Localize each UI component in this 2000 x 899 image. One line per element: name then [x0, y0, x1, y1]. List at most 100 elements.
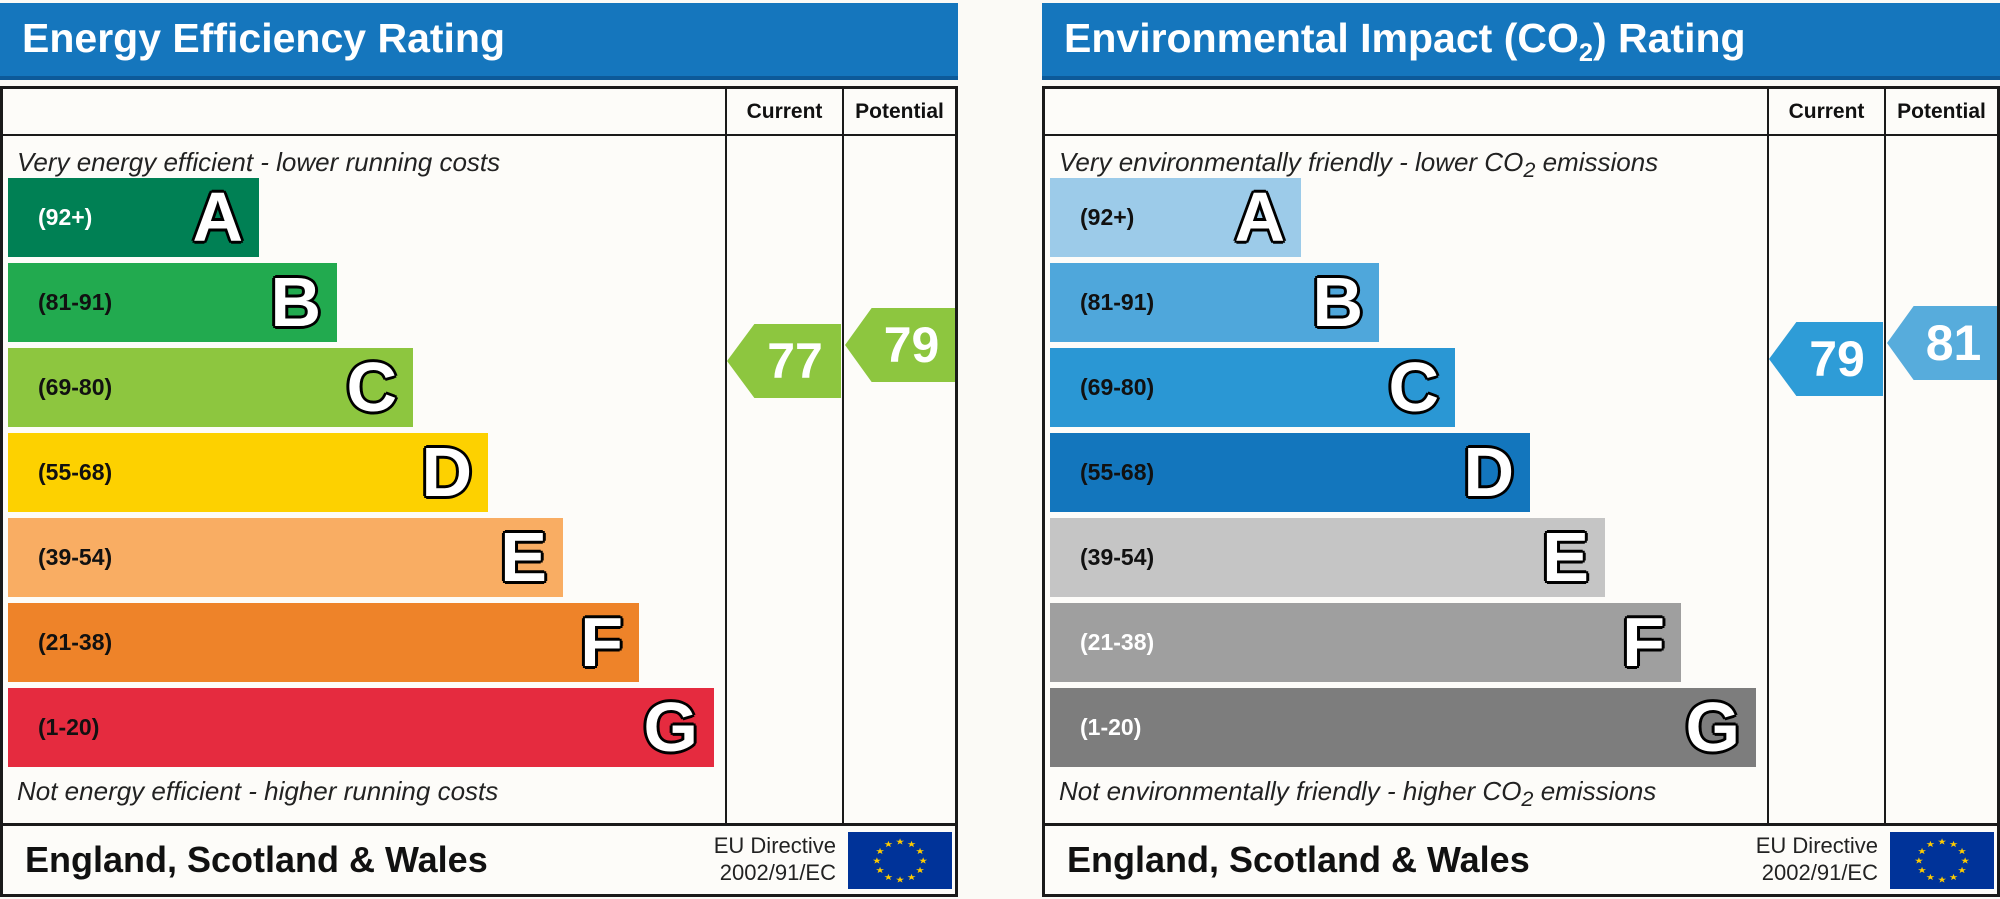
band-row: (39-54) E — [1050, 518, 1605, 597]
current-value: 77 — [767, 333, 823, 389]
bands: (92+) A (81-91) B (69-80) C (55-68) D (3… — [1045, 178, 1997, 767]
svg-text:★: ★ — [1937, 875, 1946, 885]
svg-text:★: ★ — [1957, 865, 1966, 875]
band-row: (92+) A — [8, 178, 259, 257]
rating-table: Current Potential Very energy efficient … — [0, 86, 958, 897]
current-value: 79 — [1809, 331, 1865, 387]
potential-column-divider — [842, 136, 844, 823]
svg-text:★: ★ — [1917, 846, 1926, 856]
chart-title-bar: Environmental Impact (CO2) Rating — [1042, 3, 2000, 80]
band-range-label: (92+) — [1080, 204, 1135, 230]
band-range-label: (21-38) — [1080, 629, 1155, 655]
band-letter: D — [1463, 433, 1514, 511]
band-letter: C — [1388, 348, 1439, 426]
eu-flag-stars: ★ ★★ ★★★ ★★★ ★★★ — [872, 837, 928, 885]
band-row: (21-38) F — [1050, 603, 1681, 682]
band-row: (1-20) G — [8, 688, 714, 767]
band-row: (81-91) B — [1050, 263, 1379, 342]
eu-flag-field — [1890, 831, 1994, 889]
table-header-row: Current Potential — [3, 89, 955, 136]
band-range-label: (1-20) — [38, 714, 100, 740]
band-row: (55-68) D — [1050, 433, 1530, 512]
table-footer-row: England, Scotland & Wales EU Directive 2… — [3, 823, 955, 894]
svg-text:★: ★ — [1926, 839, 1935, 849]
band-letter: E — [500, 518, 547, 596]
eu-flag-field — [848, 831, 952, 889]
svg-text:★: ★ — [915, 846, 924, 856]
band-range-label: (69-80) — [38, 374, 113, 400]
band-range-label: (81-91) — [38, 289, 113, 315]
svg-text:★: ★ — [918, 856, 927, 866]
top-caption: Very energy efficient - lower running co… — [17, 147, 501, 177]
svg-text:★: ★ — [1960, 856, 1969, 866]
band-range-label: (39-54) — [38, 544, 113, 570]
eu-flag-icon: ★ ★★ ★★★ ★★★ ★★★ — [848, 831, 952, 889]
svg-text:★: ★ — [1937, 837, 1946, 847]
chart-title-bar: Energy Efficiency Rating — [0, 3, 958, 80]
svg-text:★: ★ — [872, 856, 881, 866]
current-column-header: Current — [725, 89, 842, 134]
band-range-label: (55-68) — [38, 459, 113, 485]
band-row: (39-54) E — [8, 518, 563, 597]
svg-text:★: ★ — [1957, 846, 1966, 856]
potential-arrow: 81 — [1887, 306, 1997, 380]
band-letter: G — [1685, 688, 1740, 766]
svg-text:★: ★ — [1949, 872, 1958, 882]
eu-flag-icon: ★ ★★ ★★★ ★★★ ★★★ — [1890, 831, 1994, 889]
band-row: (1-20) G — [1050, 688, 1756, 767]
energy-efficiency-chart: Energy Efficiency Rating Current Potenti… — [0, 0, 958, 899]
eu-directive-label: EU Directive 2002/91/EC — [1755, 833, 1878, 885]
potential-column-header: Potential — [842, 89, 955, 134]
band-range-label: (69-80) — [1080, 374, 1155, 400]
svg-text:★: ★ — [1926, 872, 1935, 882]
current-arrow: 79 — [1769, 322, 1883, 396]
rating-table: Current Potential Very environmentally f… — [1042, 86, 2000, 897]
eu-flag-stars: ★ ★★ ★★★ ★★★ ★★★ — [1914, 837, 1970, 885]
region-label: England, Scotland & Wales — [25, 839, 488, 880]
table-footer-row: England, Scotland & Wales EU Directive 2… — [1045, 823, 1997, 894]
band-row: (69-80) C — [1050, 348, 1455, 427]
potential-column-divider — [1884, 136, 1886, 823]
svg-text:★: ★ — [895, 837, 904, 847]
band-letter: C — [346, 348, 397, 426]
rating-scale-area: Very environmentally friendly - lower CO… — [1045, 136, 1997, 823]
header-spacer-cell — [1045, 89, 1767, 134]
band-letter: B — [1312, 263, 1363, 341]
band-letter: A — [1234, 178, 1285, 256]
svg-text:★: ★ — [1949, 839, 1958, 849]
bands: (92+) A (81-91) B (69-80) C (55-68) D (3… — [3, 178, 955, 767]
svg-text:★: ★ — [884, 839, 893, 849]
svg-text:★: ★ — [875, 865, 884, 875]
bottom-caption: Not environmentally friendly - higher CO… — [1059, 776, 1657, 812]
svg-text:★: ★ — [1914, 856, 1923, 866]
environmental-impact-chart: Environmental Impact (CO2) Rating Curren… — [1042, 0, 2000, 899]
band-range-label: (21-38) — [38, 629, 113, 655]
potential-value: 79 — [883, 317, 940, 373]
band-letter: A — [192, 178, 243, 256]
band-row: (69-80) C — [8, 348, 413, 427]
potential-arrow: 79 — [845, 308, 955, 382]
svg-text:★: ★ — [875, 846, 884, 856]
band-letter: F — [1622, 603, 1665, 681]
bottom-caption: Not energy efficient - higher running co… — [17, 776, 499, 806]
chart-title: Environmental Impact (CO2) Rating — [1064, 15, 1746, 68]
band-letter: D — [421, 433, 472, 511]
region-label: England, Scotland & Wales — [1067, 839, 1530, 880]
top-caption: Very environmentally friendly - lower CO… — [1059, 147, 1659, 183]
chart-title: Energy Efficiency Rating — [22, 15, 506, 61]
svg-text:★: ★ — [907, 872, 916, 882]
band-row: (81-91) B — [8, 263, 337, 342]
svg-text:★: ★ — [895, 875, 904, 885]
band-row: (92+) A — [1050, 178, 1301, 257]
current-column-divider — [1767, 136, 1769, 823]
potential-value: 81 — [1925, 315, 1982, 371]
band-letter: E — [1542, 518, 1589, 596]
svg-text:★: ★ — [907, 839, 916, 849]
eu-directive-label: EU Directive 2002/91/EC — [713, 833, 836, 885]
band-range-label: (81-91) — [1080, 289, 1155, 315]
svg-text:★: ★ — [1917, 865, 1926, 875]
band-letter: B — [270, 263, 321, 341]
table-header-row: Current Potential — [1045, 89, 1997, 136]
current-column-header: Current — [1767, 89, 1884, 134]
